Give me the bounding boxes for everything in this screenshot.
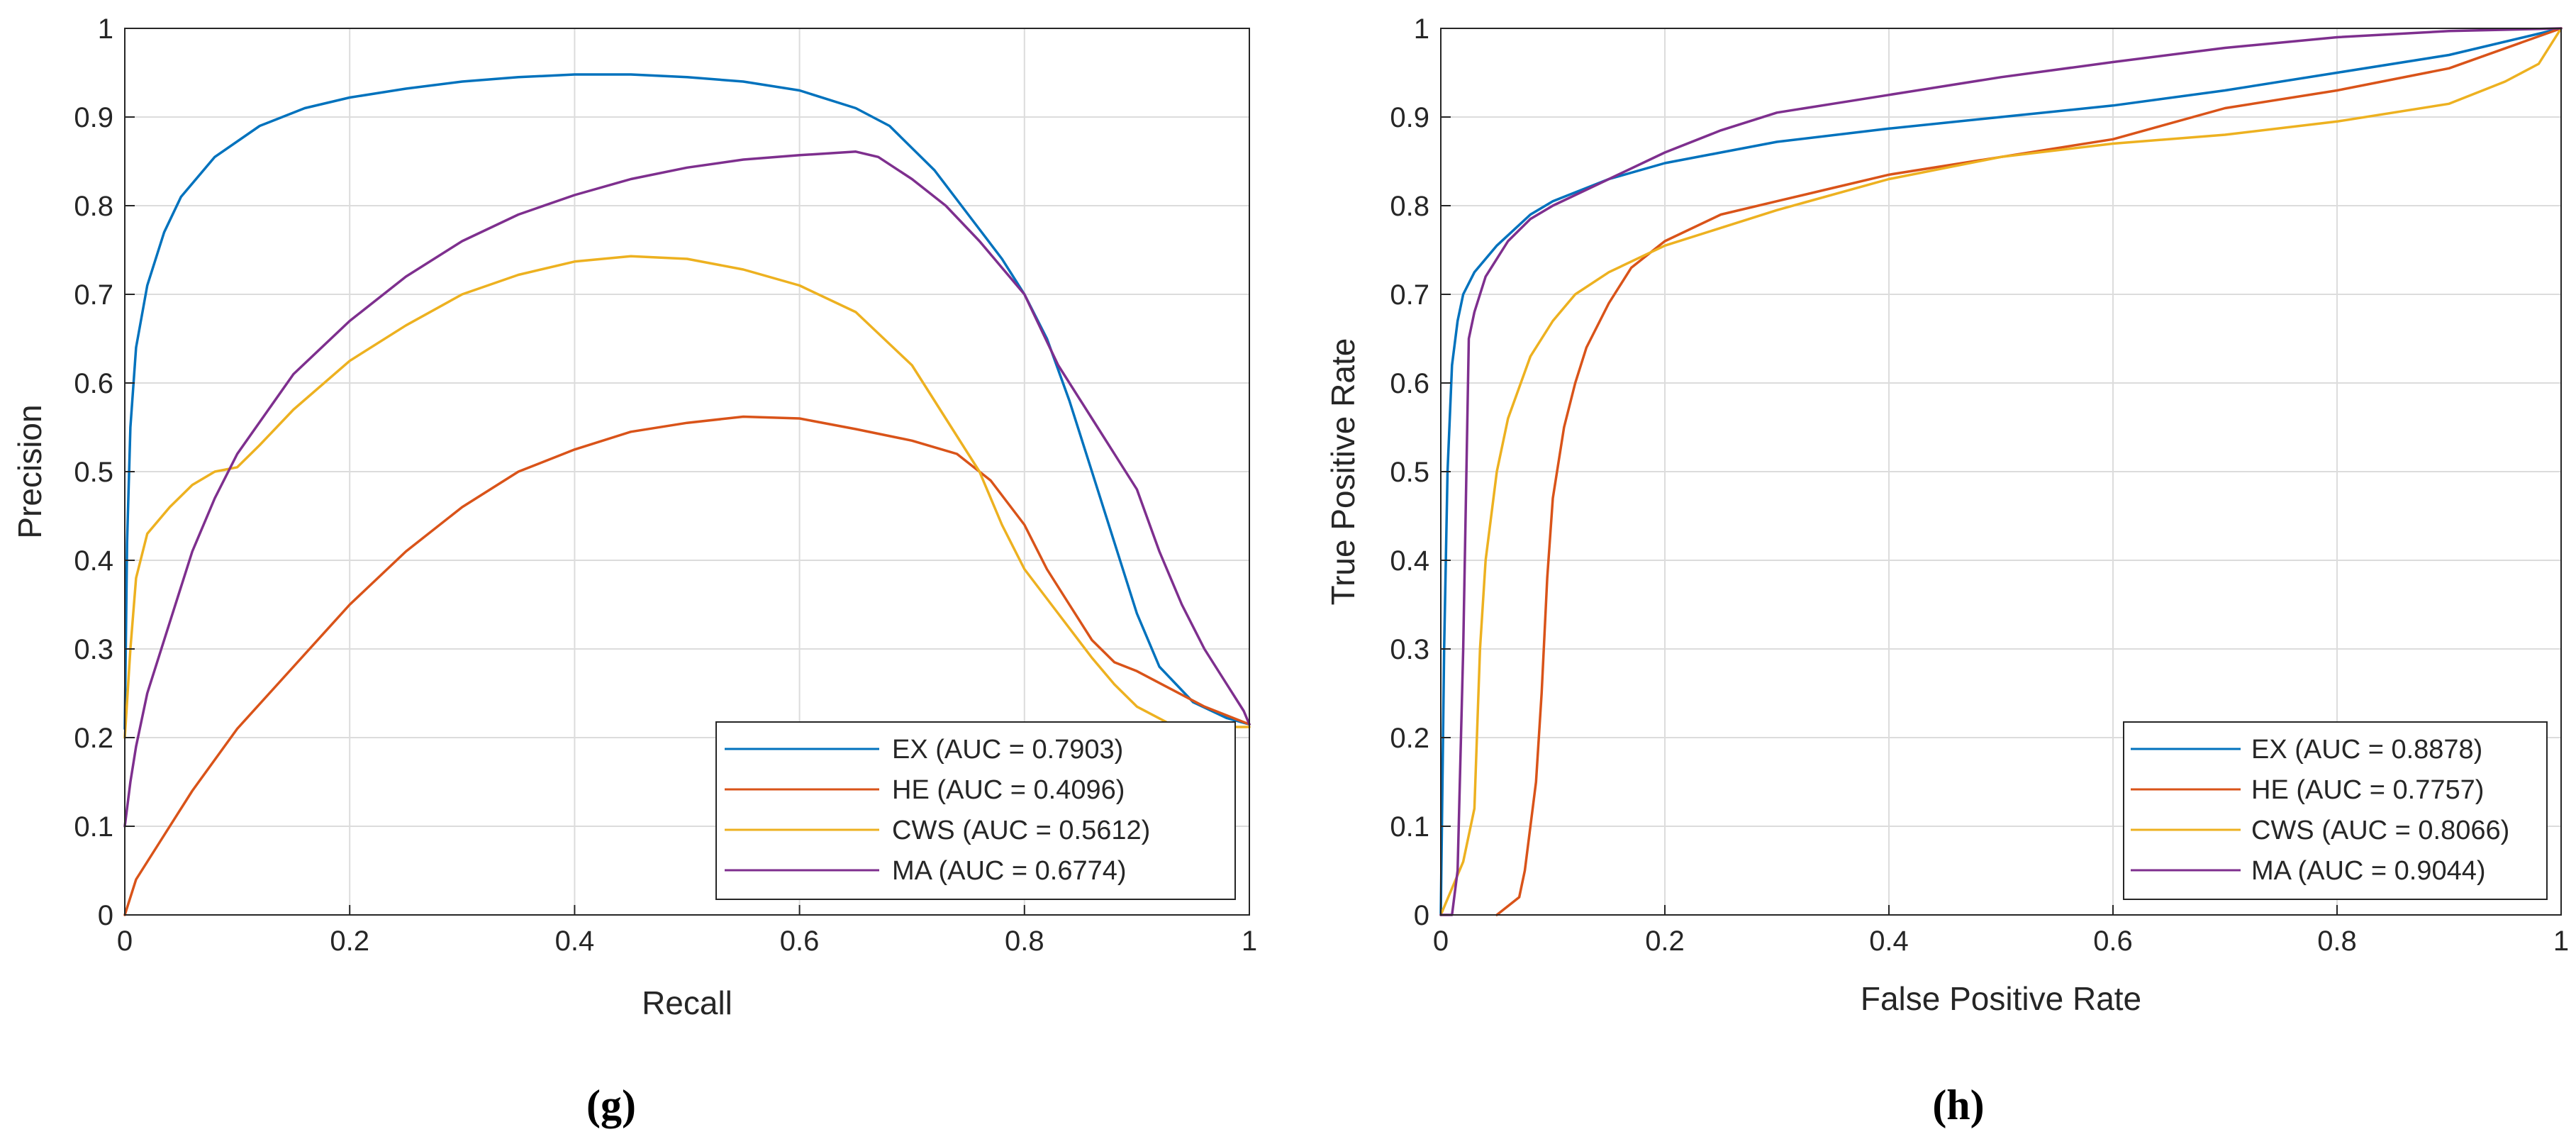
y-tick-label-1: 1: [98, 13, 113, 45]
x-axis-title: False Positive Rate: [1861, 980, 2141, 1017]
legend-label-ma: MA (AUC = 0.6774): [892, 856, 1127, 886]
x-axis-title: Recall: [642, 984, 732, 1021]
caption-h: (h): [1932, 1082, 1984, 1128]
y-tick-label-0-5: 0.5: [74, 457, 113, 488]
y-tick-label-0-8: 0.8: [74, 191, 113, 222]
y-tick-label-0-3: 0.3: [1390, 634, 1429, 665]
tick-labels: 0 0.2 0.4 0.6 0.8 1 0 0.1 0.2 0.3 0.4 0.5 0.6 0.7 0.8 0…: [74, 13, 1257, 957]
x-tick-label-1: 1: [2553, 926, 2569, 957]
y-tick-label-0-6: 0.6: [74, 368, 113, 399]
series-line-cws: [123, 255, 1251, 739]
tick-labels: 0 0.2 0.4 0.6 0.8 1 0 0.1 0.2 0.3 0.4 0.5 0.6 0.7 0.8 0…: [1390, 13, 2569, 957]
y-tick-label-0-7: 0.7: [1390, 279, 1429, 311]
legend: EX (AUC = 0.8878) HE (AUC = 0.7757) CWS …: [2123, 721, 2548, 900]
series-line-cws: [1439, 27, 2563, 916]
x-tick-label-0: 0: [117, 926, 133, 957]
x-tick-label-0-6: 0.6: [780, 926, 820, 957]
x-tick-label-0-8: 0.8: [1005, 926, 1044, 957]
y-tick-label-0-8: 0.8: [1390, 191, 1429, 222]
caption-g: (g): [586, 1082, 636, 1128]
series-lines: [1439, 27, 2563, 916]
y-tick-label-0-9: 0.9: [74, 102, 113, 133]
y-tick-label-0-4: 0.4: [1390, 545, 1429, 577]
x-tick-label-0-2: 0.2: [330, 926, 369, 957]
x-tick-label-1: 1: [1242, 926, 1257, 957]
y-tick-label-0-5: 0.5: [1390, 457, 1429, 488]
x-tick-label-0-4: 0.4: [555, 926, 595, 957]
y-tick-label-0-7: 0.7: [74, 279, 113, 311]
series-line-he: [1495, 27, 2563, 916]
y-tick-label-0: 0: [1414, 900, 1429, 931]
series-line-he: [123, 415, 1251, 916]
y-tick-label-0-2: 0.2: [1390, 723, 1429, 754]
legend-label-he: HE (AUC = 0.7757): [2251, 775, 2484, 805]
x-tick-label-0-6: 0.6: [2093, 926, 2133, 957]
y-tick-label-0: 0: [98, 900, 113, 931]
panel-h-roc: 0 0.2 0.4 0.6 0.8 1 0 0.1 0.2 0.3 0.4 0.5 0.6 0.7 0.8 0…: [1325, 13, 2569, 1128]
legend-label-ma: MA (AUC = 0.9044): [2251, 856, 2486, 886]
legend-label-he: HE (AUC = 0.4096): [892, 775, 1125, 805]
y-tick-label-0-2: 0.2: [74, 723, 113, 754]
x-tick-label-0-4: 0.4: [1869, 926, 1909, 957]
series-line-ex: [123, 73, 1251, 731]
series-line-ma: [1439, 27, 2563, 916]
legend-label-ex: EX (AUC = 0.7903): [892, 735, 1123, 765]
legend-label-ex: EX (AUC = 0.8878): [2251, 735, 2482, 765]
legend-label-cws: CWS (AUC = 0.8066): [2251, 816, 2509, 845]
y-axis-title: Precision: [11, 404, 48, 538]
x-tick-label-0-8: 0.8: [2317, 926, 2357, 957]
y-axis-title: True Positive Rate: [1325, 338, 1361, 606]
y-tick-label-0-3: 0.3: [74, 634, 113, 665]
y-tick-label-0-6: 0.6: [1390, 368, 1429, 399]
y-tick-label-1: 1: [1414, 13, 1429, 45]
series-lines: [123, 73, 1251, 916]
x-tick-label-0-2: 0.2: [1645, 926, 1685, 957]
series-line-ma: [123, 150, 1251, 828]
x-tick-label-0: 0: [1433, 926, 1449, 957]
y-tick-label-0-4: 0.4: [74, 545, 113, 577]
legend-label-cws: CWS (AUC = 0.5612): [892, 816, 1150, 845]
y-tick-label-0-1: 0.1: [74, 811, 113, 843]
legend: EX (AUC = 0.7903) HE (AUC = 0.4096) CWS …: [715, 721, 1236, 900]
panel-g-precision-recall: 0 0.2 0.4 0.6 0.8 1 0 0.1 0.2 0.3 0.4 0.5 0.6 0.7 0.8 0…: [11, 13, 1257, 1128]
y-tick-label-0-1: 0.1: [1390, 811, 1429, 843]
y-tick-label-0-9: 0.9: [1390, 102, 1429, 133]
